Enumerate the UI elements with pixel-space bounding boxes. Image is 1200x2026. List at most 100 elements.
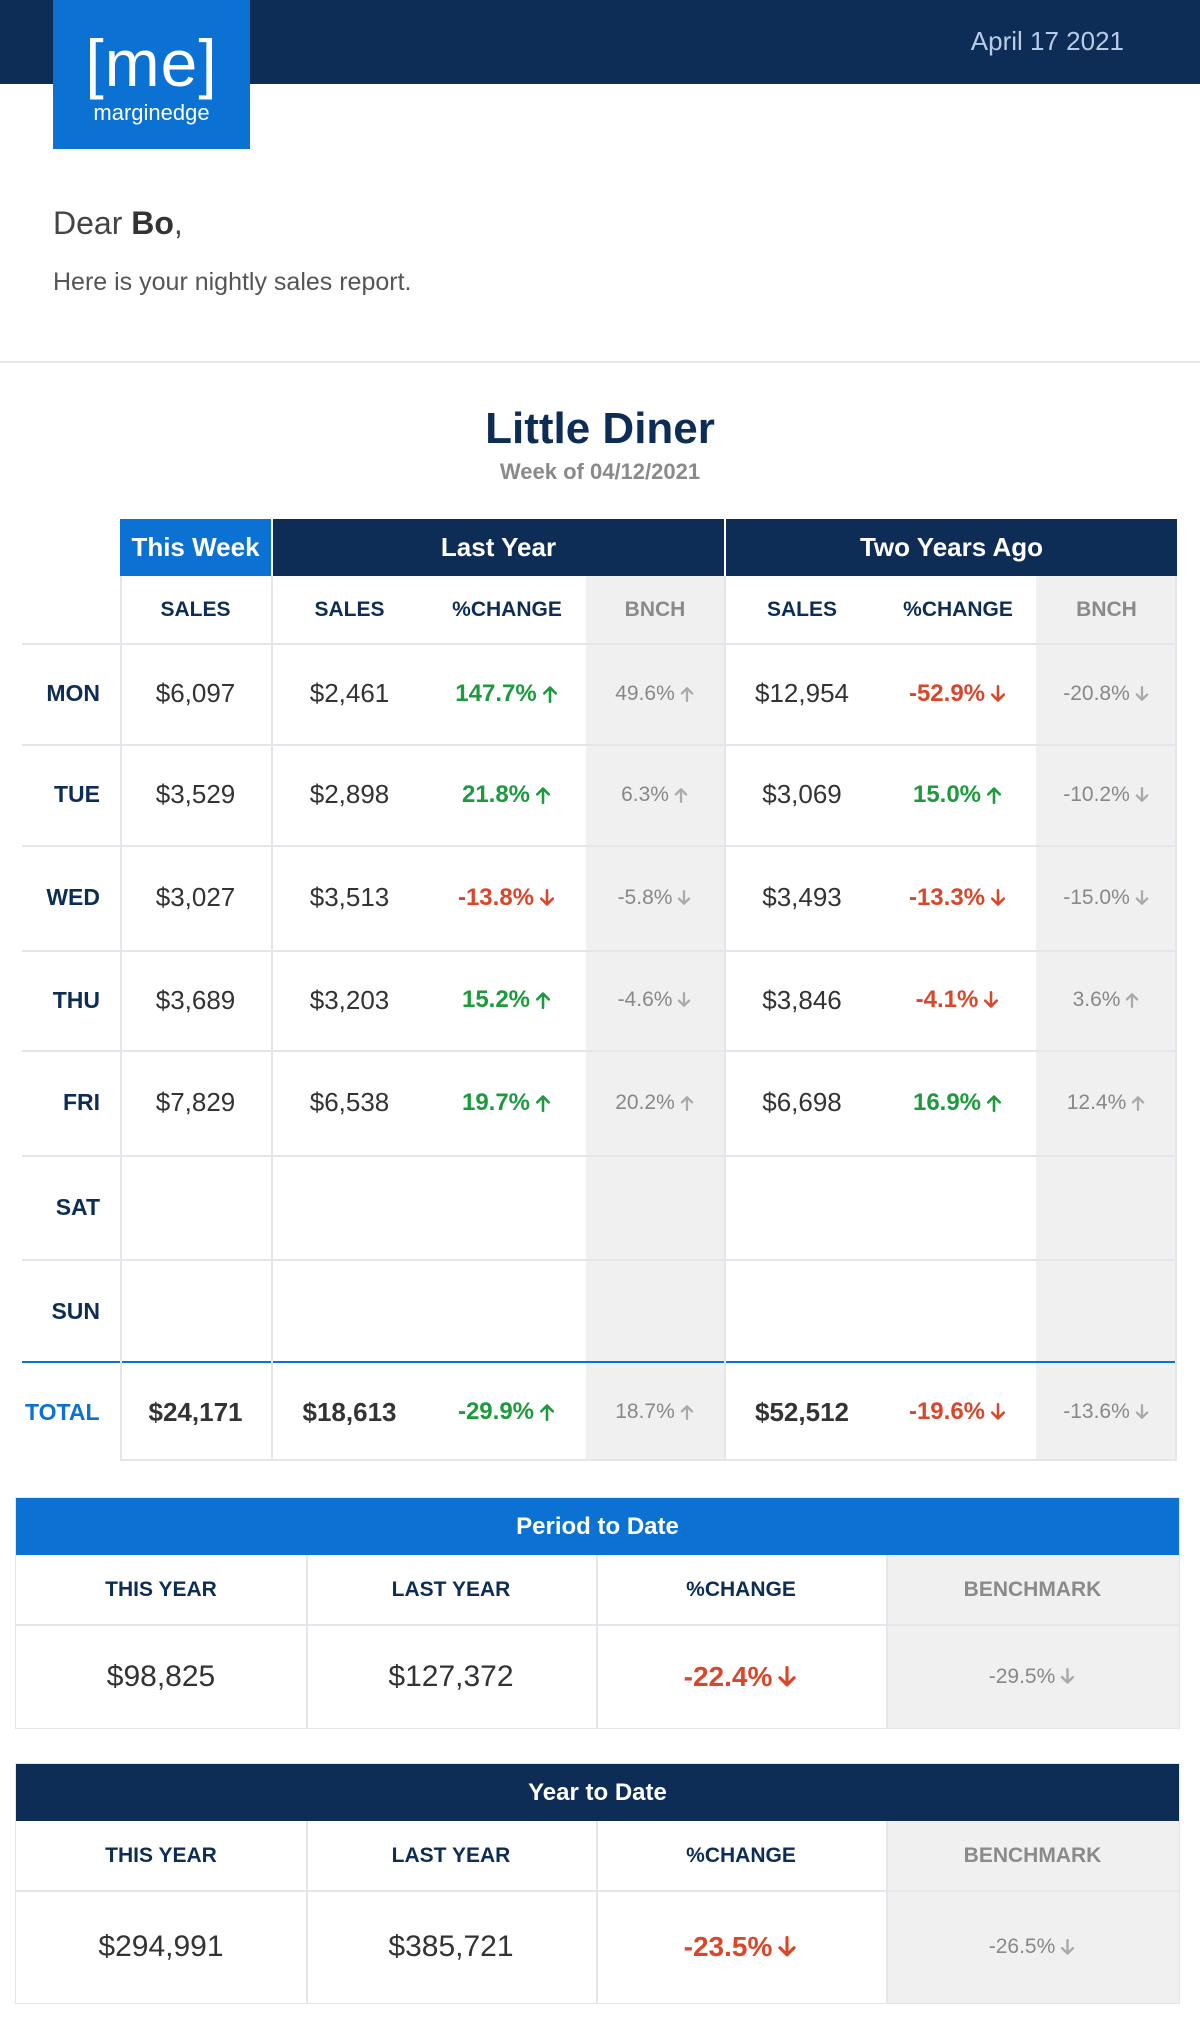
summary-col-divider [306, 1555, 308, 1728]
day-name: FRI [62, 1089, 100, 1115]
this-week-sales: $6,097 [120, 643, 271, 744]
row-divider [22, 950, 1177, 952]
last-year-bench-value: 18.7% [615, 1400, 675, 1423]
two-years-change: 16.9% [880, 1050, 1036, 1155]
two-years-change: 15.0% [880, 744, 1036, 845]
greeting-intro: Here is your nightly sales report. [53, 268, 412, 296]
two-years-bench: 3.6% [1036, 950, 1177, 1050]
last-year-change-value: 21.8% [461, 780, 531, 808]
last-year-change-value: 15.2% [461, 986, 531, 1013]
this-week-sales-value: $7,829 [155, 1087, 236, 1117]
last-year-sales: $18,613 [271, 1363, 428, 1461]
bench-column-two-years [1036, 576, 1177, 1461]
last-year-change: 147.7% [428, 643, 586, 744]
this-year-label: THIS YEAR [105, 1844, 217, 1867]
this-year-label-cell: THIS YEAR [16, 1821, 306, 1891]
arrow-down-icon [778, 1936, 797, 1957]
last-year-bench: 20.2% [586, 1050, 724, 1155]
row-divider [22, 744, 1177, 746]
period-to-date-title: Period to Date [516, 1512, 679, 1540]
year-to-date-panel: Year to Date THIS YEAR $294,991 LAST YEAR $3… [15, 1763, 1180, 2004]
two-years-bench-value: -10.2% [1063, 782, 1130, 806]
this-year-label-cell: THIS YEAR [16, 1555, 306, 1625]
two-years-change-value: -13.3% [908, 883, 986, 911]
arrow-down-icon [1135, 786, 1149, 802]
day-name: SAT [55, 1193, 100, 1220]
year-to-date-title: Year to Date [528, 1778, 667, 1806]
change-value-cell: -22.4% [596, 1625, 886, 1728]
last-year-sales-value: $6,538 [309, 1087, 390, 1117]
two-years-bench-value: -20.8% [1063, 681, 1130, 705]
header-two-years-label: Two Years Ago [859, 532, 1043, 562]
benchmark-label-cell: BENCHMARK [886, 1821, 1179, 1891]
col-header-ly-bench-label: BNCH [624, 597, 686, 621]
last-year-change: -13.8% [428, 845, 586, 950]
last-year-change: 19.7% [428, 1050, 586, 1155]
day-name: TOTAL [25, 1398, 100, 1425]
col-divider [1175, 576, 1177, 1461]
last-year-value-cell: $385,721 [306, 1891, 596, 2003]
two-years-bench: -13.6% [1036, 1363, 1177, 1461]
benchmark-column [886, 1555, 1179, 1728]
marginedge-logo[interactable]: [me] marginedge [53, 0, 250, 149]
day-name: TUE [54, 781, 100, 807]
last-year-sales-value: $3,513 [309, 882, 390, 912]
this-week-sales-value: $24,171 [148, 1396, 243, 1427]
arrow-up-icon [535, 992, 551, 1009]
row-day-label: TUE [22, 744, 120, 845]
two-years-bench-value: 12.4% [1066, 1090, 1127, 1114]
this-week-sales: $24,171 [120, 1363, 271, 1461]
row-day-label: MON [22, 643, 120, 744]
two-years-bench: -10.2% [1036, 744, 1177, 845]
col-header-ty-sales: SALES [724, 576, 880, 643]
last-year-label-cell: LAST YEAR [306, 1555, 596, 1625]
row-day-label: WED [22, 845, 120, 950]
last-year-bench: 18.7% [586, 1363, 724, 1461]
last-year-value: $385,721 [388, 1930, 514, 1963]
this-week-sales-value: $3,689 [155, 984, 236, 1015]
change-label-cell: %CHANGE [596, 1555, 886, 1625]
arrow-down-icon [539, 888, 555, 906]
change-label-cell: %CHANGE [596, 1821, 886, 1891]
col-header-ty-change: %CHANGE [880, 576, 1036, 643]
total-divider [22, 1361, 1177, 1363]
change-value: -23.5% [683, 1931, 773, 1962]
last-year-bench: 49.6% [586, 643, 724, 744]
header-last-year: Last Year [273, 519, 724, 576]
row-divider [22, 845, 1177, 847]
last-year-sales-value: $2,898 [309, 779, 390, 809]
this-year-label: THIS YEAR [105, 1578, 217, 1601]
this-year-value-cell: $294,991 [16, 1891, 306, 2003]
this-year-value: $294,991 [98, 1930, 224, 1963]
row-day-label: SUN [22, 1259, 120, 1363]
arrow-up-icon [986, 1094, 1002, 1112]
arrow-up-icon [986, 786, 1002, 804]
two-years-sales-value: $3,846 [762, 984, 842, 1015]
table-bottom-border [120, 1459, 1177, 1461]
summary-col-divider [596, 1555, 598, 1728]
col-header-ty-bench-label: BNCH [1076, 597, 1137, 621]
year-to-date-header: Year to Date [16, 1764, 1179, 1821]
col-header-ly-bench: BNCH [586, 576, 724, 643]
last-year-bench-value: 49.6% [615, 681, 675, 705]
last-year-sales: $2,898 [271, 744, 428, 845]
col-header-ty-change-label: %CHANGE [903, 597, 1013, 621]
last-year-label: LAST YEAR [391, 1844, 511, 1867]
last-year-change-value: -29.9% [457, 1398, 535, 1425]
this-week-sales: $3,689 [120, 950, 271, 1050]
arrow-up-icon [1126, 993, 1139, 1008]
last-year-label-cell: LAST YEAR [306, 1821, 596, 1891]
two-years-sales: $6,698 [724, 1050, 880, 1155]
summary-col-divider [886, 1555, 888, 1728]
header-last-year-label: Last Year [440, 532, 557, 562]
col-header-ly-sales: SALES [271, 576, 428, 643]
last-year-sales: $3,513 [271, 845, 428, 950]
this-year-value: $98,825 [106, 1659, 216, 1693]
two-years-bench: -20.8% [1036, 643, 1177, 744]
this-week-sales-value: $3,027 [155, 882, 236, 912]
col-header-tw-sales-label: SALES [160, 597, 231, 621]
last-year-sales-value: $18,613 [302, 1396, 397, 1427]
this-week-sales: $3,027 [120, 845, 271, 950]
col-divider [724, 576, 726, 1461]
arrow-down-icon [1061, 1938, 1075, 1955]
